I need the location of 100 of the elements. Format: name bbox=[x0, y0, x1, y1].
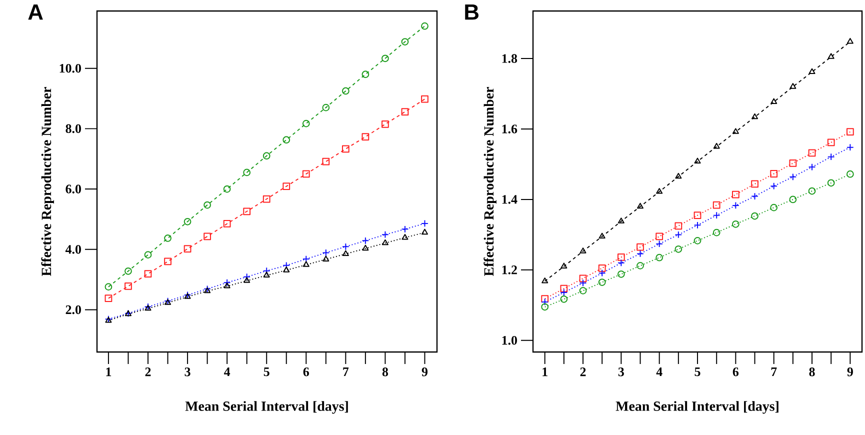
point bbox=[636, 262, 644, 270]
point bbox=[362, 70, 370, 78]
point bbox=[694, 212, 702, 220]
point bbox=[263, 272, 270, 278]
x-tick-label: 7 bbox=[771, 368, 777, 376]
point bbox=[827, 138, 835, 146]
point bbox=[243, 273, 251, 281]
point bbox=[674, 231, 682, 238]
point bbox=[636, 202, 644, 209]
point bbox=[302, 255, 310, 263]
point bbox=[282, 182, 290, 190]
x-tick-label: 4 bbox=[656, 368, 662, 376]
point bbox=[732, 202, 740, 210]
point bbox=[302, 120, 310, 128]
y-tick-label: 1.8 bbox=[502, 54, 518, 63]
point bbox=[282, 262, 290, 270]
x-tick-label: 6 bbox=[303, 368, 309, 376]
x-tick-label: 8 bbox=[382, 368, 388, 376]
point bbox=[144, 251, 152, 259]
x-tick-label: 5 bbox=[264, 368, 270, 376]
point bbox=[675, 172, 682, 179]
point bbox=[694, 236, 702, 244]
point bbox=[124, 267, 132, 275]
chart-title: B bbox=[465, 4, 478, 20]
point bbox=[808, 149, 816, 157]
y-tick-label: 2.0 bbox=[66, 305, 81, 314]
point bbox=[362, 244, 369, 251]
x-tick-label: 2 bbox=[145, 368, 151, 376]
x-tick-label: 7 bbox=[343, 368, 349, 376]
point bbox=[124, 282, 132, 290]
point bbox=[846, 38, 854, 44]
x-tick-label: 9 bbox=[847, 368, 853, 376]
point bbox=[104, 294, 112, 302]
point bbox=[541, 298, 549, 306]
point bbox=[712, 228, 720, 236]
point bbox=[322, 104, 330, 112]
point bbox=[421, 95, 428, 103]
point bbox=[674, 245, 682, 253]
point bbox=[598, 232, 606, 239]
point bbox=[656, 254, 664, 262]
point bbox=[322, 249, 330, 256]
point bbox=[322, 256, 330, 262]
point bbox=[282, 136, 290, 144]
point bbox=[204, 201, 211, 209]
point bbox=[694, 158, 701, 164]
point bbox=[283, 266, 290, 272]
point bbox=[243, 168, 251, 176]
x-tick-label: 6 bbox=[732, 368, 739, 376]
point bbox=[579, 287, 587, 294]
point bbox=[342, 250, 349, 256]
point bbox=[617, 259, 625, 267]
point bbox=[262, 195, 270, 203]
point bbox=[598, 278, 606, 286]
point bbox=[401, 108, 409, 116]
point bbox=[770, 182, 778, 190]
x-tick-label: 1 bbox=[542, 368, 548, 376]
x-axis-title: Mean Serial Interval [days] bbox=[185, 401, 348, 414]
point bbox=[401, 225, 409, 233]
point bbox=[713, 142, 720, 149]
point bbox=[164, 234, 172, 242]
point bbox=[362, 133, 370, 141]
point bbox=[636, 243, 644, 251]
point bbox=[421, 22, 428, 30]
point bbox=[164, 258, 172, 266]
point bbox=[732, 128, 739, 134]
y-axis-title: Effective Reproductive Number bbox=[41, 87, 54, 276]
point bbox=[751, 212, 758, 220]
point bbox=[342, 145, 350, 153]
point bbox=[751, 192, 758, 200]
point bbox=[223, 278, 231, 286]
point bbox=[846, 128, 854, 136]
point bbox=[808, 68, 816, 74]
point bbox=[808, 187, 816, 195]
y-tick-label: 1.4 bbox=[502, 195, 518, 204]
point bbox=[656, 240, 664, 248]
point bbox=[828, 53, 834, 59]
point bbox=[560, 262, 568, 268]
point bbox=[223, 220, 231, 228]
point bbox=[382, 120, 389, 128]
point bbox=[846, 170, 854, 178]
point bbox=[243, 208, 251, 216]
y-axis-title: Effective Reproductive Number bbox=[484, 87, 496, 276]
point bbox=[598, 269, 606, 277]
chart-title: A bbox=[28, 4, 43, 20]
point bbox=[579, 274, 587, 282]
y-tick-label: 1.6 bbox=[502, 124, 518, 134]
y-tick-label: 6.0 bbox=[66, 184, 81, 194]
point bbox=[752, 113, 758, 120]
point bbox=[598, 264, 606, 272]
point bbox=[302, 261, 310, 267]
point bbox=[827, 153, 835, 161]
point bbox=[560, 288, 568, 296]
point bbox=[636, 250, 644, 258]
point bbox=[421, 228, 428, 235]
point bbox=[244, 277, 250, 283]
point bbox=[808, 163, 816, 171]
point bbox=[789, 159, 797, 167]
point bbox=[262, 152, 270, 160]
y-tick-label: 10.0 bbox=[60, 64, 81, 73]
x-axis-title: Mean Serial Interval [days] bbox=[616, 401, 778, 414]
